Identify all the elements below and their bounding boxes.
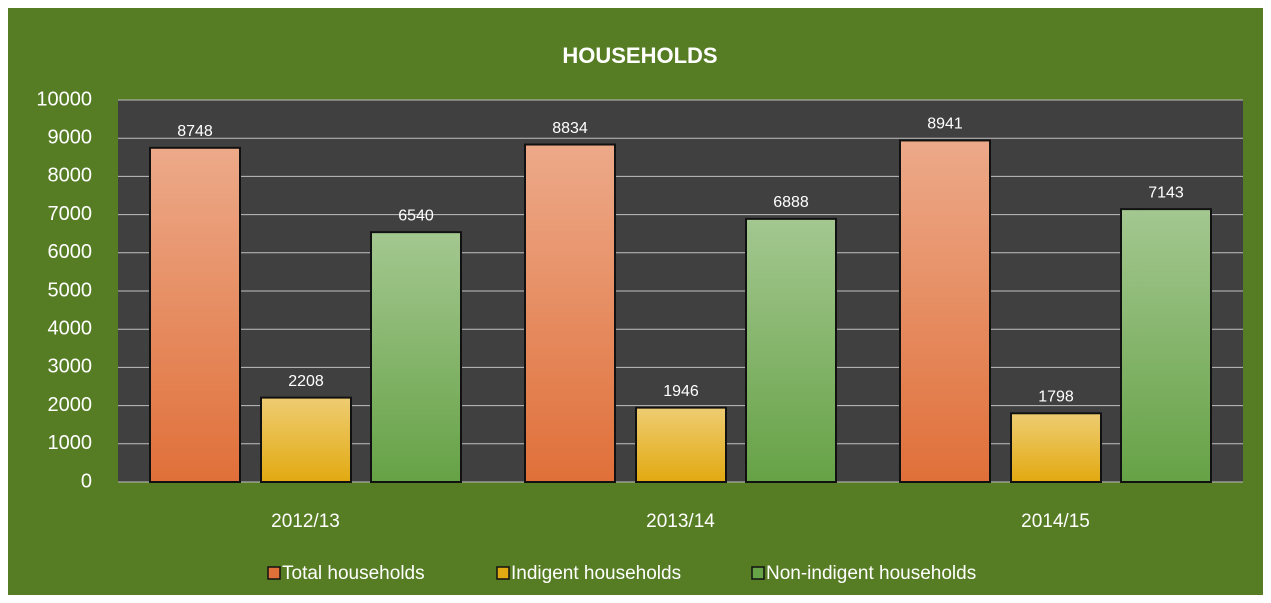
y-tick-label: 7000 xyxy=(48,203,93,225)
bar-shine xyxy=(262,398,350,481)
y-tick-label: 1000 xyxy=(48,432,93,454)
data-label: 6540 xyxy=(398,207,434,224)
legend-label: Indigent households xyxy=(511,563,681,584)
data-label: 1946 xyxy=(663,383,699,400)
y-tick-label: 5000 xyxy=(48,279,93,301)
y-tick-label: 9000 xyxy=(48,126,93,148)
x-tick-label: 2014/15 xyxy=(1021,511,1090,532)
legend-swatch xyxy=(267,566,281,580)
bar-shine xyxy=(1122,210,1210,482)
data-label: 8748 xyxy=(177,123,213,140)
chart-title: HOUSEHOLDS xyxy=(562,43,717,68)
data-label: 2208 xyxy=(288,373,324,390)
y-tick-label: 8000 xyxy=(48,165,93,187)
data-label: 7143 xyxy=(1148,184,1184,201)
legend-swatch xyxy=(751,566,765,580)
y-tick-label: 0 xyxy=(81,470,92,492)
bar-shine xyxy=(151,148,239,481)
data-label: 8941 xyxy=(927,116,963,133)
bar-shine xyxy=(901,141,989,481)
legend-label: Total households xyxy=(282,563,425,584)
x-tick-label: 2012/13 xyxy=(271,511,340,532)
x-tick-label: 2013/14 xyxy=(646,511,715,532)
bar-shine xyxy=(747,219,835,481)
bar-shine xyxy=(372,233,460,481)
y-tick-label: 3000 xyxy=(48,356,93,378)
y-tick-label: 6000 xyxy=(48,241,93,263)
bar-shine xyxy=(1012,414,1100,481)
legend-swatch xyxy=(496,566,510,580)
legend-label: Non-indigent households xyxy=(766,563,976,584)
y-tick-label: 2000 xyxy=(48,394,93,416)
data-label: 6888 xyxy=(773,194,809,211)
y-tick-label: 10000 xyxy=(36,88,92,110)
bar-shine xyxy=(526,145,614,481)
y-tick-label: 4000 xyxy=(48,317,93,339)
data-label: 1798 xyxy=(1038,389,1074,406)
bar-shine xyxy=(637,408,725,481)
data-label: 8834 xyxy=(552,120,588,137)
